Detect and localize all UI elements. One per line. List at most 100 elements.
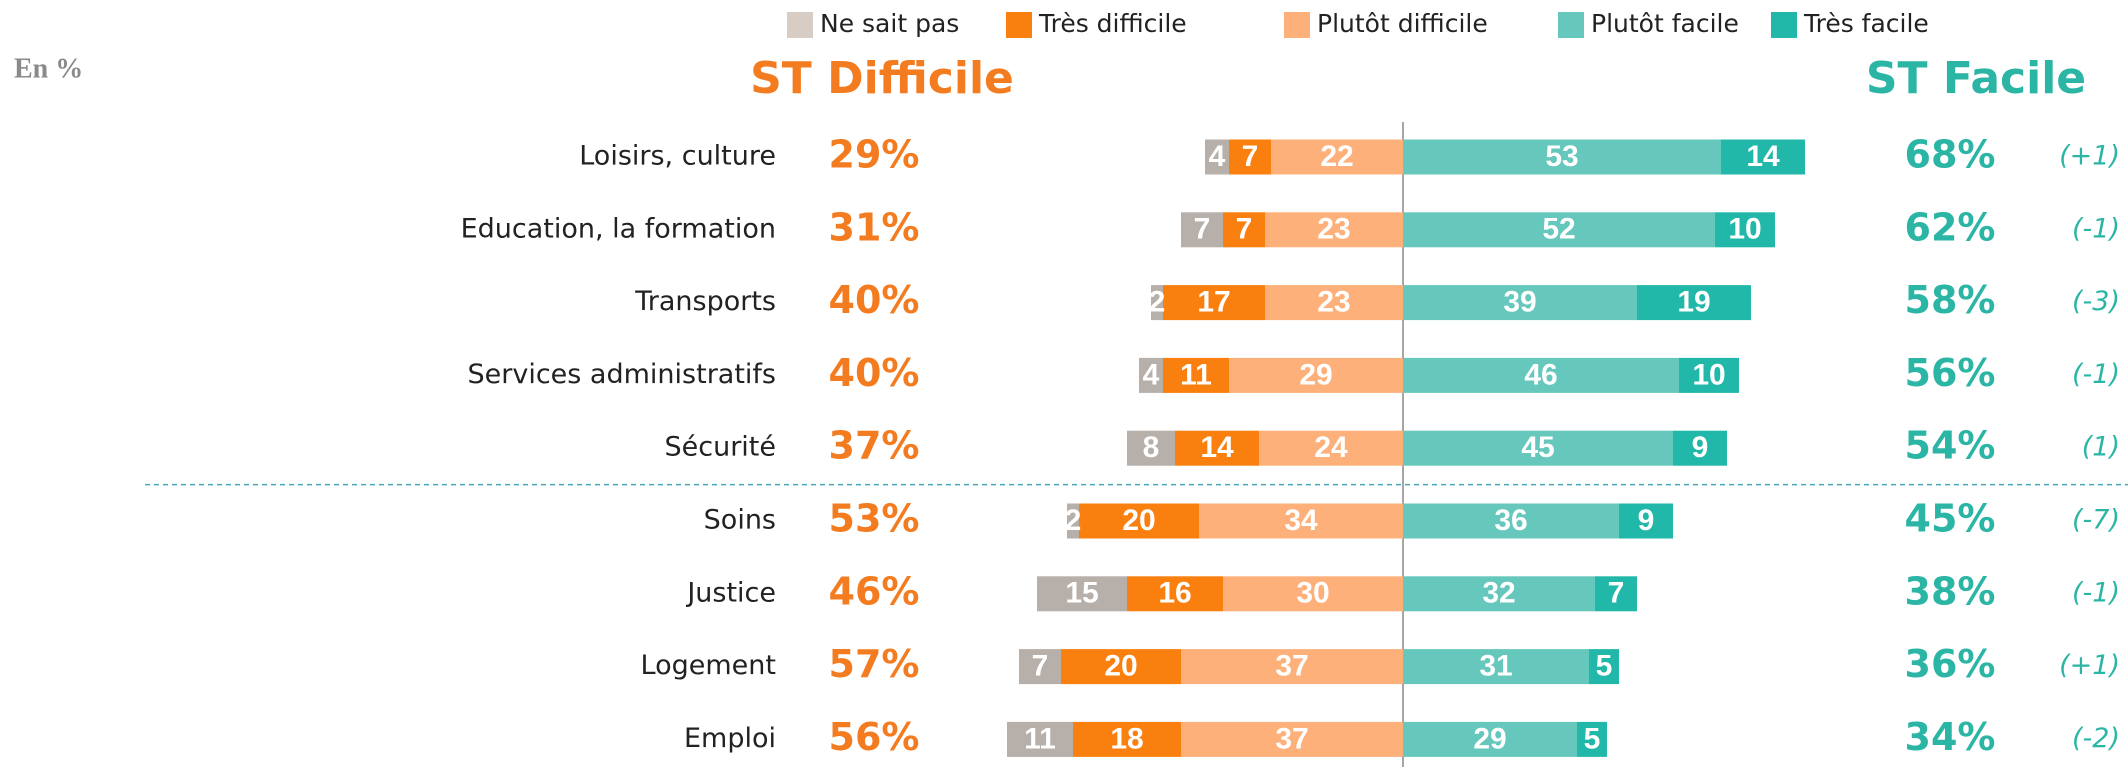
- bar-label: 10: [1692, 358, 1725, 391]
- st-difficile-value: 31%: [829, 205, 920, 249]
- bar-label: 2: [1065, 504, 1082, 537]
- category-label: Justice: [685, 577, 776, 608]
- bar-segment: [1715, 212, 1775, 248]
- bar-segment: [1151, 285, 1163, 321]
- change-value: (-7): [2072, 505, 2120, 536]
- st-difficile-value: 46%: [829, 569, 920, 613]
- bar-label: 5: [1584, 722, 1601, 755]
- bar-segment: [1265, 285, 1403, 321]
- bar-label: 29: [1299, 358, 1332, 391]
- bar-segment: [1403, 649, 1589, 685]
- bar-label: 7: [1194, 213, 1211, 246]
- bar-label: 31: [1479, 650, 1512, 683]
- st-difficile-value: 40%: [829, 351, 920, 395]
- bar-label: 22: [1320, 140, 1353, 173]
- change-value: (1): [2082, 432, 2120, 463]
- st-difficile-value: 37%: [829, 424, 920, 468]
- legend-label: Très facile: [1803, 9, 1929, 38]
- bar-segment: [1403, 285, 1637, 321]
- change-value: (-1): [2072, 213, 2120, 244]
- change-value: (-1): [2072, 577, 2120, 608]
- st-facile-value: 45%: [1905, 497, 1996, 541]
- bar-segment: [1637, 285, 1751, 321]
- bar-segment: [1223, 576, 1403, 612]
- category-label: Transports: [634, 286, 776, 317]
- bar-segment: [1175, 430, 1259, 466]
- bar-segment: [1403, 721, 1577, 757]
- change-value: (+1): [2059, 650, 2120, 681]
- bar-label: 23: [1317, 286, 1350, 319]
- bar-segment: [1403, 212, 1715, 248]
- bar-label: 36: [1494, 504, 1527, 537]
- bar-segment: [1721, 139, 1805, 175]
- bar-label: 9: [1692, 431, 1709, 464]
- bar-segment: [1205, 139, 1229, 175]
- legend-label: Ne sait pas: [820, 9, 959, 38]
- bar-label: 16: [1158, 577, 1191, 610]
- bar-label: 15: [1065, 577, 1098, 610]
- bar-label: 46: [1524, 358, 1557, 391]
- change-value: (-1): [2072, 359, 2120, 390]
- bar-segment: [1163, 357, 1229, 393]
- category-label: Loisirs, culture: [579, 141, 776, 172]
- st-difficile-value: 40%: [829, 278, 920, 322]
- change-value: (+1): [2059, 141, 2120, 172]
- category-label: Sécurité: [664, 432, 776, 463]
- bar-segment: [1619, 503, 1673, 539]
- bar-label: 14: [1746, 140, 1780, 173]
- bar-segment: [1259, 430, 1403, 466]
- bar-segment: [1673, 430, 1727, 466]
- st-facile-value: 34%: [1905, 715, 1996, 759]
- bar-label: 2: [1149, 286, 1166, 319]
- bar-segment: [1199, 503, 1403, 539]
- bar-segment: [1271, 139, 1403, 175]
- bar-segment: [1265, 212, 1403, 248]
- bar-label: 37: [1275, 722, 1308, 755]
- legend-swatch: [1006, 12, 1032, 38]
- bar-label: 5: [1596, 650, 1613, 683]
- bar-label: 7: [1032, 650, 1049, 683]
- bar-label: 8: [1143, 431, 1160, 464]
- bar-label: 7: [1236, 213, 1253, 246]
- bar-segment: [1073, 721, 1181, 757]
- bar-label: 52: [1542, 213, 1575, 246]
- bar-label: 11: [1180, 358, 1212, 391]
- st-difficile-value: 53%: [829, 497, 920, 541]
- st-facile-value: 58%: [1905, 278, 1996, 322]
- bar-label: 17: [1197, 286, 1230, 319]
- bar-label: 18: [1110, 722, 1143, 755]
- bar-label: 4: [1143, 358, 1160, 391]
- category-label: Education, la formation: [461, 213, 776, 244]
- bar-segment: [1403, 430, 1673, 466]
- category-label: Logement: [641, 650, 776, 681]
- bar-segment: [1163, 285, 1265, 321]
- bar-segment: [1019, 649, 1061, 685]
- bar-segment: [1037, 576, 1127, 612]
- bar-label: 9: [1638, 504, 1655, 537]
- bar-label: 39: [1503, 286, 1536, 319]
- bar-segment: [1679, 357, 1739, 393]
- bar-segment: [1061, 649, 1181, 685]
- bar-segment: [1403, 357, 1679, 393]
- bar-label: 32: [1482, 577, 1515, 610]
- bar-label: 34: [1284, 504, 1318, 537]
- bar-segment: [1403, 139, 1721, 175]
- bar-label: 45: [1521, 431, 1554, 464]
- bar-segment: [1181, 721, 1403, 757]
- st-facile-value: 38%: [1905, 569, 1996, 613]
- bar-segment: [1595, 576, 1637, 612]
- unit-label: En %: [14, 53, 83, 84]
- st-facile-value: 56%: [1905, 351, 1996, 395]
- bar-segment: [1589, 649, 1619, 685]
- st-facile-value: 54%: [1905, 424, 1996, 468]
- legend-label: Plutôt difficile: [1317, 9, 1488, 38]
- bar-segment: [1403, 503, 1619, 539]
- bar-label: 4: [1209, 140, 1226, 173]
- bar-segment: [1067, 503, 1079, 539]
- st-difficile-value: 56%: [829, 715, 920, 759]
- category-label: Emploi: [684, 723, 776, 754]
- st-difficile-value: 29%: [829, 133, 920, 177]
- bar-segment: [1139, 357, 1163, 393]
